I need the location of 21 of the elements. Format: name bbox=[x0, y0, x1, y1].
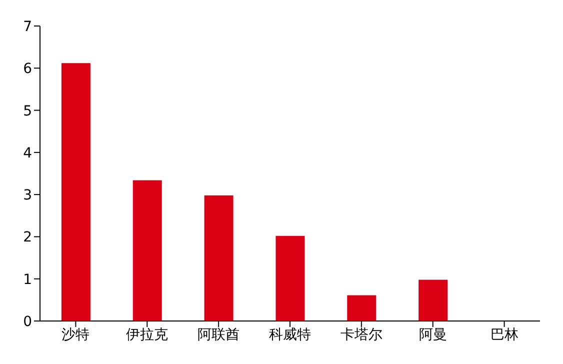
x-tick-label: 科威特 bbox=[269, 326, 311, 343]
x-tick-label: 阿曼 bbox=[418, 326, 447, 343]
y-tick-label: 7 bbox=[23, 18, 32, 35]
bar bbox=[347, 295, 376, 321]
bar bbox=[418, 280, 448, 321]
x-tick-label: 卡塔尔 bbox=[340, 326, 382, 343]
y-tick-label: 3 bbox=[23, 188, 32, 204]
y-tick-label: 4 bbox=[23, 145, 32, 162]
y-tick-label: 1 bbox=[23, 272, 32, 288]
bar bbox=[61, 63, 90, 321]
x-tick-label: 沙特 bbox=[62, 326, 90, 343]
bar bbox=[276, 236, 305, 321]
x-tick-label: 伊拉克 bbox=[126, 326, 168, 343]
bar bbox=[132, 180, 162, 321]
y-tick-label: 2 bbox=[23, 230, 32, 246]
x-tick-label: 阿联酋 bbox=[198, 326, 240, 343]
y-tick-label: 0 bbox=[23, 314, 32, 330]
bar bbox=[204, 195, 234, 321]
y-tick-label: 5 bbox=[23, 103, 32, 120]
y-tick-label: 6 bbox=[23, 61, 32, 78]
x-tick-label: 巴林 bbox=[490, 326, 518, 343]
